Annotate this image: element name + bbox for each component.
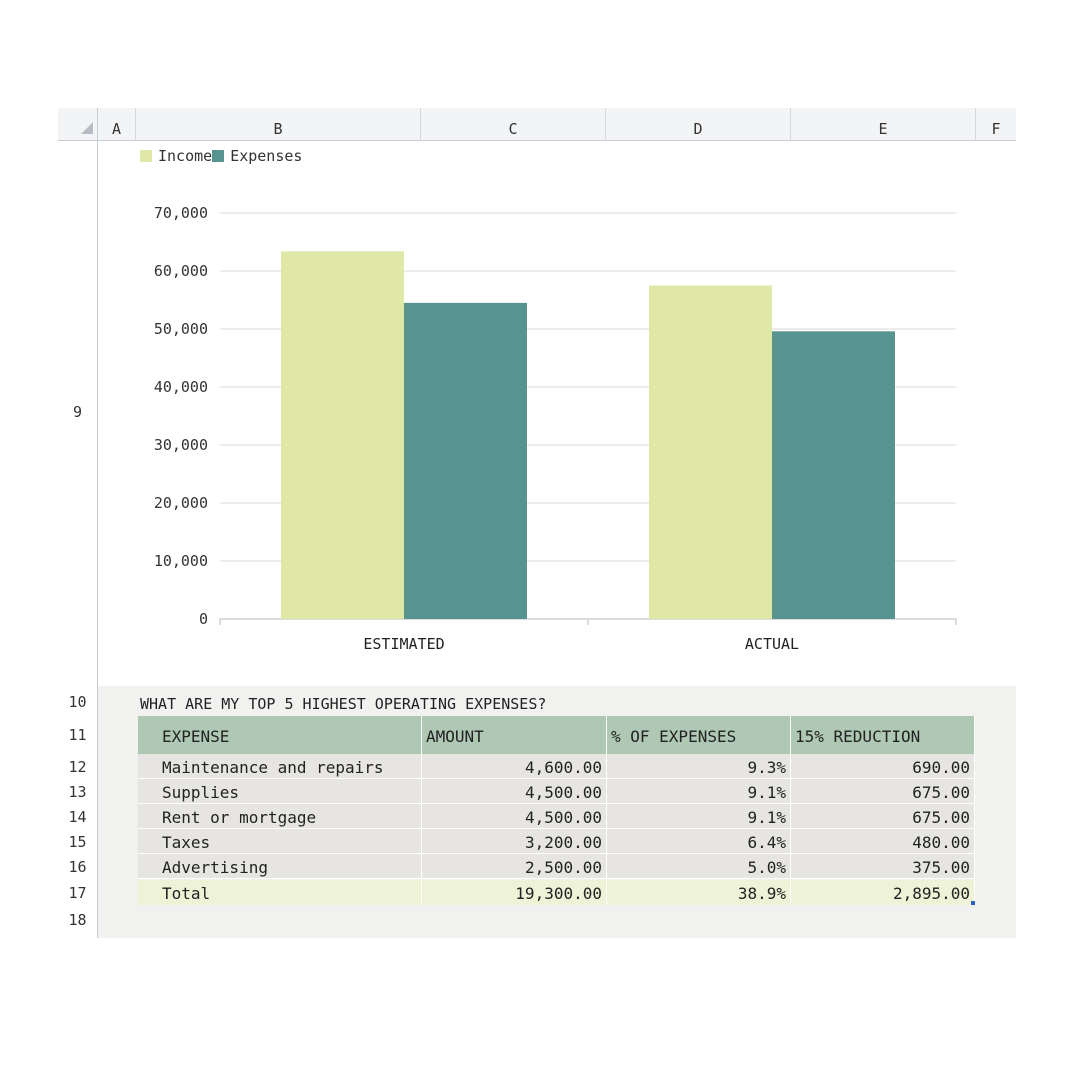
row-header-17[interactable]: 17 bbox=[68, 884, 87, 902]
column-header-b[interactable]: B bbox=[136, 108, 421, 140]
y-tick-label: 50,000 bbox=[154, 320, 208, 338]
table-row: Supplies 4,500.00 9.1% 675.00 bbox=[138, 779, 975, 804]
cell-amount[interactable]: 2,500.00 bbox=[422, 854, 607, 879]
column-header-a[interactable]: A bbox=[98, 108, 136, 140]
y-tick-label: 70,000 bbox=[154, 204, 208, 222]
cell-percent[interactable]: 9.3% bbox=[607, 754, 791, 779]
header-cell-percent[interactable]: % OF EXPENSES bbox=[607, 716, 791, 754]
y-tick-label: 40,000 bbox=[154, 378, 208, 396]
cell-amount[interactable]: 3,200.00 bbox=[422, 829, 607, 854]
row-header-15[interactable]: 15 bbox=[68, 833, 87, 851]
y-tick-label: 0 bbox=[199, 610, 208, 628]
bar-income-actual bbox=[649, 285, 772, 619]
expenses-table-region: WHAT ARE MY TOP 5 HIGHEST OPERATING EXPE… bbox=[98, 686, 1016, 938]
income-expenses-chart[interactable]: Income Expenses 0 10,000 20,000 30,000 40,00… bbox=[98, 141, 1016, 686]
cell-reduction[interactable]: 690.00 bbox=[791, 754, 975, 779]
bar-expenses-actual bbox=[772, 331, 895, 619]
legend-swatch-income bbox=[140, 150, 152, 162]
legend-swatch-expenses bbox=[212, 150, 225, 162]
legend-label-income: Income bbox=[158, 147, 213, 165]
selection-fill-handle[interactable] bbox=[971, 901, 975, 905]
cell-percent[interactable]: 5.0% bbox=[607, 854, 791, 879]
cell-reduction[interactable]: 375.00 bbox=[791, 854, 975, 879]
row-header-14[interactable]: 14 bbox=[68, 808, 87, 826]
y-tick-label: 30,000 bbox=[154, 436, 208, 454]
row-header-10[interactable]: 10 bbox=[68, 693, 87, 711]
table-header-row: EXPENSE AMOUNT % OF EXPENSES 15% REDUCTI… bbox=[138, 716, 975, 754]
total-percent-cell[interactable]: 38.9% bbox=[607, 880, 791, 905]
cell-amount[interactable]: 4,500.00 bbox=[422, 779, 607, 804]
column-header-bar: A B C D E F bbox=[58, 108, 1016, 141]
row-header-bar: 9 10 11 12 13 14 15 16 17 18 bbox=[58, 141, 98, 938]
cell-amount[interactable]: 4,500.00 bbox=[422, 804, 607, 829]
header-cell-amount[interactable]: AMOUNT bbox=[422, 716, 607, 754]
cell-reduction[interactable]: 480.00 bbox=[791, 829, 975, 854]
bar-income-estimated bbox=[281, 251, 404, 619]
table-row: Maintenance and repairs 4,600.00 9.3% 69… bbox=[138, 754, 975, 779]
cell-amount[interactable]: 4,600.00 bbox=[422, 754, 607, 779]
total-amount-cell[interactable]: 19,300.00 bbox=[422, 880, 607, 905]
row-header-11[interactable]: 11 bbox=[68, 726, 87, 744]
legend-item-income: Income bbox=[140, 147, 212, 165]
x-category-label: ACTUAL bbox=[745, 635, 799, 653]
x-category-label: ESTIMATED bbox=[363, 635, 444, 653]
row-header-9[interactable]: 9 bbox=[72, 403, 83, 421]
y-tick-label: 10,000 bbox=[154, 552, 208, 570]
cell-expense[interactable]: Rent or mortgage bbox=[138, 804, 422, 829]
table-row: Taxes 3,200.00 6.4% 480.00 bbox=[138, 829, 975, 854]
bar-expenses-estimated bbox=[404, 302, 527, 619]
legend-item-expenses: Expenses bbox=[212, 147, 302, 165]
column-header-d[interactable]: D bbox=[606, 108, 791, 140]
cell-reduction[interactable]: 675.00 bbox=[791, 779, 975, 804]
cell-reduction[interactable]: 675.00 bbox=[791, 804, 975, 829]
row-header-18[interactable]: 18 bbox=[68, 911, 87, 929]
total-reduction-cell[interactable]: 2,895.00 bbox=[791, 880, 975, 905]
spreadsheet: A B C D E F 9 10 11 12 13 14 15 16 17 18… bbox=[58, 108, 1016, 938]
cell-expense[interactable]: Taxes bbox=[138, 829, 422, 854]
total-label-cell[interactable]: Total bbox=[138, 880, 422, 905]
select-all-icon bbox=[81, 122, 93, 134]
header-cell-expense[interactable]: EXPENSE bbox=[138, 716, 422, 754]
column-header-e[interactable]: E bbox=[791, 108, 976, 140]
legend-label-expenses: Expenses bbox=[230, 147, 303, 165]
y-tick-label: 20,000 bbox=[154, 494, 208, 512]
cell-percent[interactable]: 6.4% bbox=[607, 829, 791, 854]
cell-percent[interactable]: 9.1% bbox=[607, 779, 791, 804]
chart-legend: Income Expenses bbox=[140, 147, 302, 165]
cell-percent[interactable]: 9.1% bbox=[607, 804, 791, 829]
cell-expense[interactable]: Supplies bbox=[138, 779, 422, 804]
column-header-f[interactable]: F bbox=[991, 120, 1001, 138]
select-all-corner[interactable] bbox=[58, 108, 98, 140]
table-row: Rent or mortgage 4,500.00 9.1% 675.00 bbox=[138, 804, 975, 829]
header-cell-reduction[interactable]: 15% REDUCTION bbox=[791, 716, 975, 754]
column-header-c[interactable]: C bbox=[421, 108, 606, 140]
chart-plot: 0 10,000 20,000 30,000 40,000 50,000 60,000 70,… bbox=[154, 204, 957, 653]
cell-expense[interactable]: Maintenance and repairs bbox=[138, 754, 422, 779]
row-header-16[interactable]: 16 bbox=[68, 858, 87, 876]
cell-expense[interactable]: Advertising bbox=[138, 854, 422, 879]
table-total-row: Total 19,300.00 38.9% 2,895.00 bbox=[138, 880, 975, 905]
row-header-12[interactable]: 12 bbox=[68, 758, 87, 776]
table-title: WHAT ARE MY TOP 5 HIGHEST OPERATING EXPE… bbox=[140, 695, 547, 713]
row-header-13[interactable]: 13 bbox=[68, 783, 87, 801]
y-tick-label: 60,000 bbox=[154, 262, 208, 280]
table-row: Advertising 2,500.00 5.0% 375.00 bbox=[138, 854, 975, 879]
